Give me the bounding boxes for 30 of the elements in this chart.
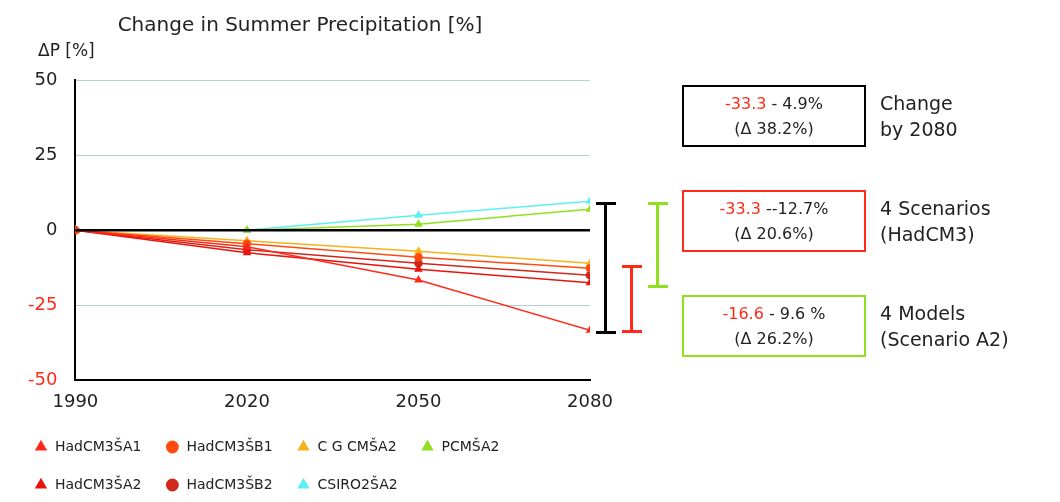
legend-label: CSIRO2ŠA2 <box>317 474 398 492</box>
y-axis-title: ΔP [%] <box>38 40 95 61</box>
x-tick-label: 2020 <box>224 389 270 411</box>
text: (Scenario A2) <box>880 327 1009 352</box>
y-tick-label: 50 <box>34 67 58 89</box>
text: -33.3 --12.7% <box>719 199 829 218</box>
text: (Δ 20.6%) <box>733 223 815 245</box>
text: 4 Models <box>880 301 967 326</box>
y-tick-label: -50 <box>27 368 58 390</box>
text: by 2080 <box>880 117 958 142</box>
text: -33.3 - 4.9% <box>725 94 823 113</box>
x-tick-label: 2050 <box>395 389 442 411</box>
y-tick-label: 25 <box>34 142 58 164</box>
legend-label: HadCM3ŠB1 <box>186 436 273 454</box>
legend-label: PCMŠA2 <box>441 436 500 454</box>
text: (Δ 38.2%) <box>733 118 815 140</box>
text: Change <box>880 91 954 116</box>
text: (Δ 26.2%) <box>733 328 815 350</box>
text: -16.6 - 9.6 % <box>722 304 826 323</box>
chart-title: Change in Summer Precipitation [%] <box>117 12 483 37</box>
legend-label: HadCM3ŠB2 <box>186 474 273 492</box>
legend-label: C G CMŠA2 <box>317 436 397 454</box>
y-tick-label: -25 <box>27 292 58 314</box>
text: 4 Scenarios <box>880 196 991 221</box>
text: (HadCM3) <box>880 222 976 247</box>
x-tick-label: 1990 <box>52 389 99 411</box>
legend-label: HadCM3ŠA1 <box>55 436 142 454</box>
x-tick-label: 2080 <box>567 389 613 411</box>
y-tick-label: 0 <box>45 217 58 239</box>
legend-label: HadCM3ŠA2 <box>55 474 142 492</box>
